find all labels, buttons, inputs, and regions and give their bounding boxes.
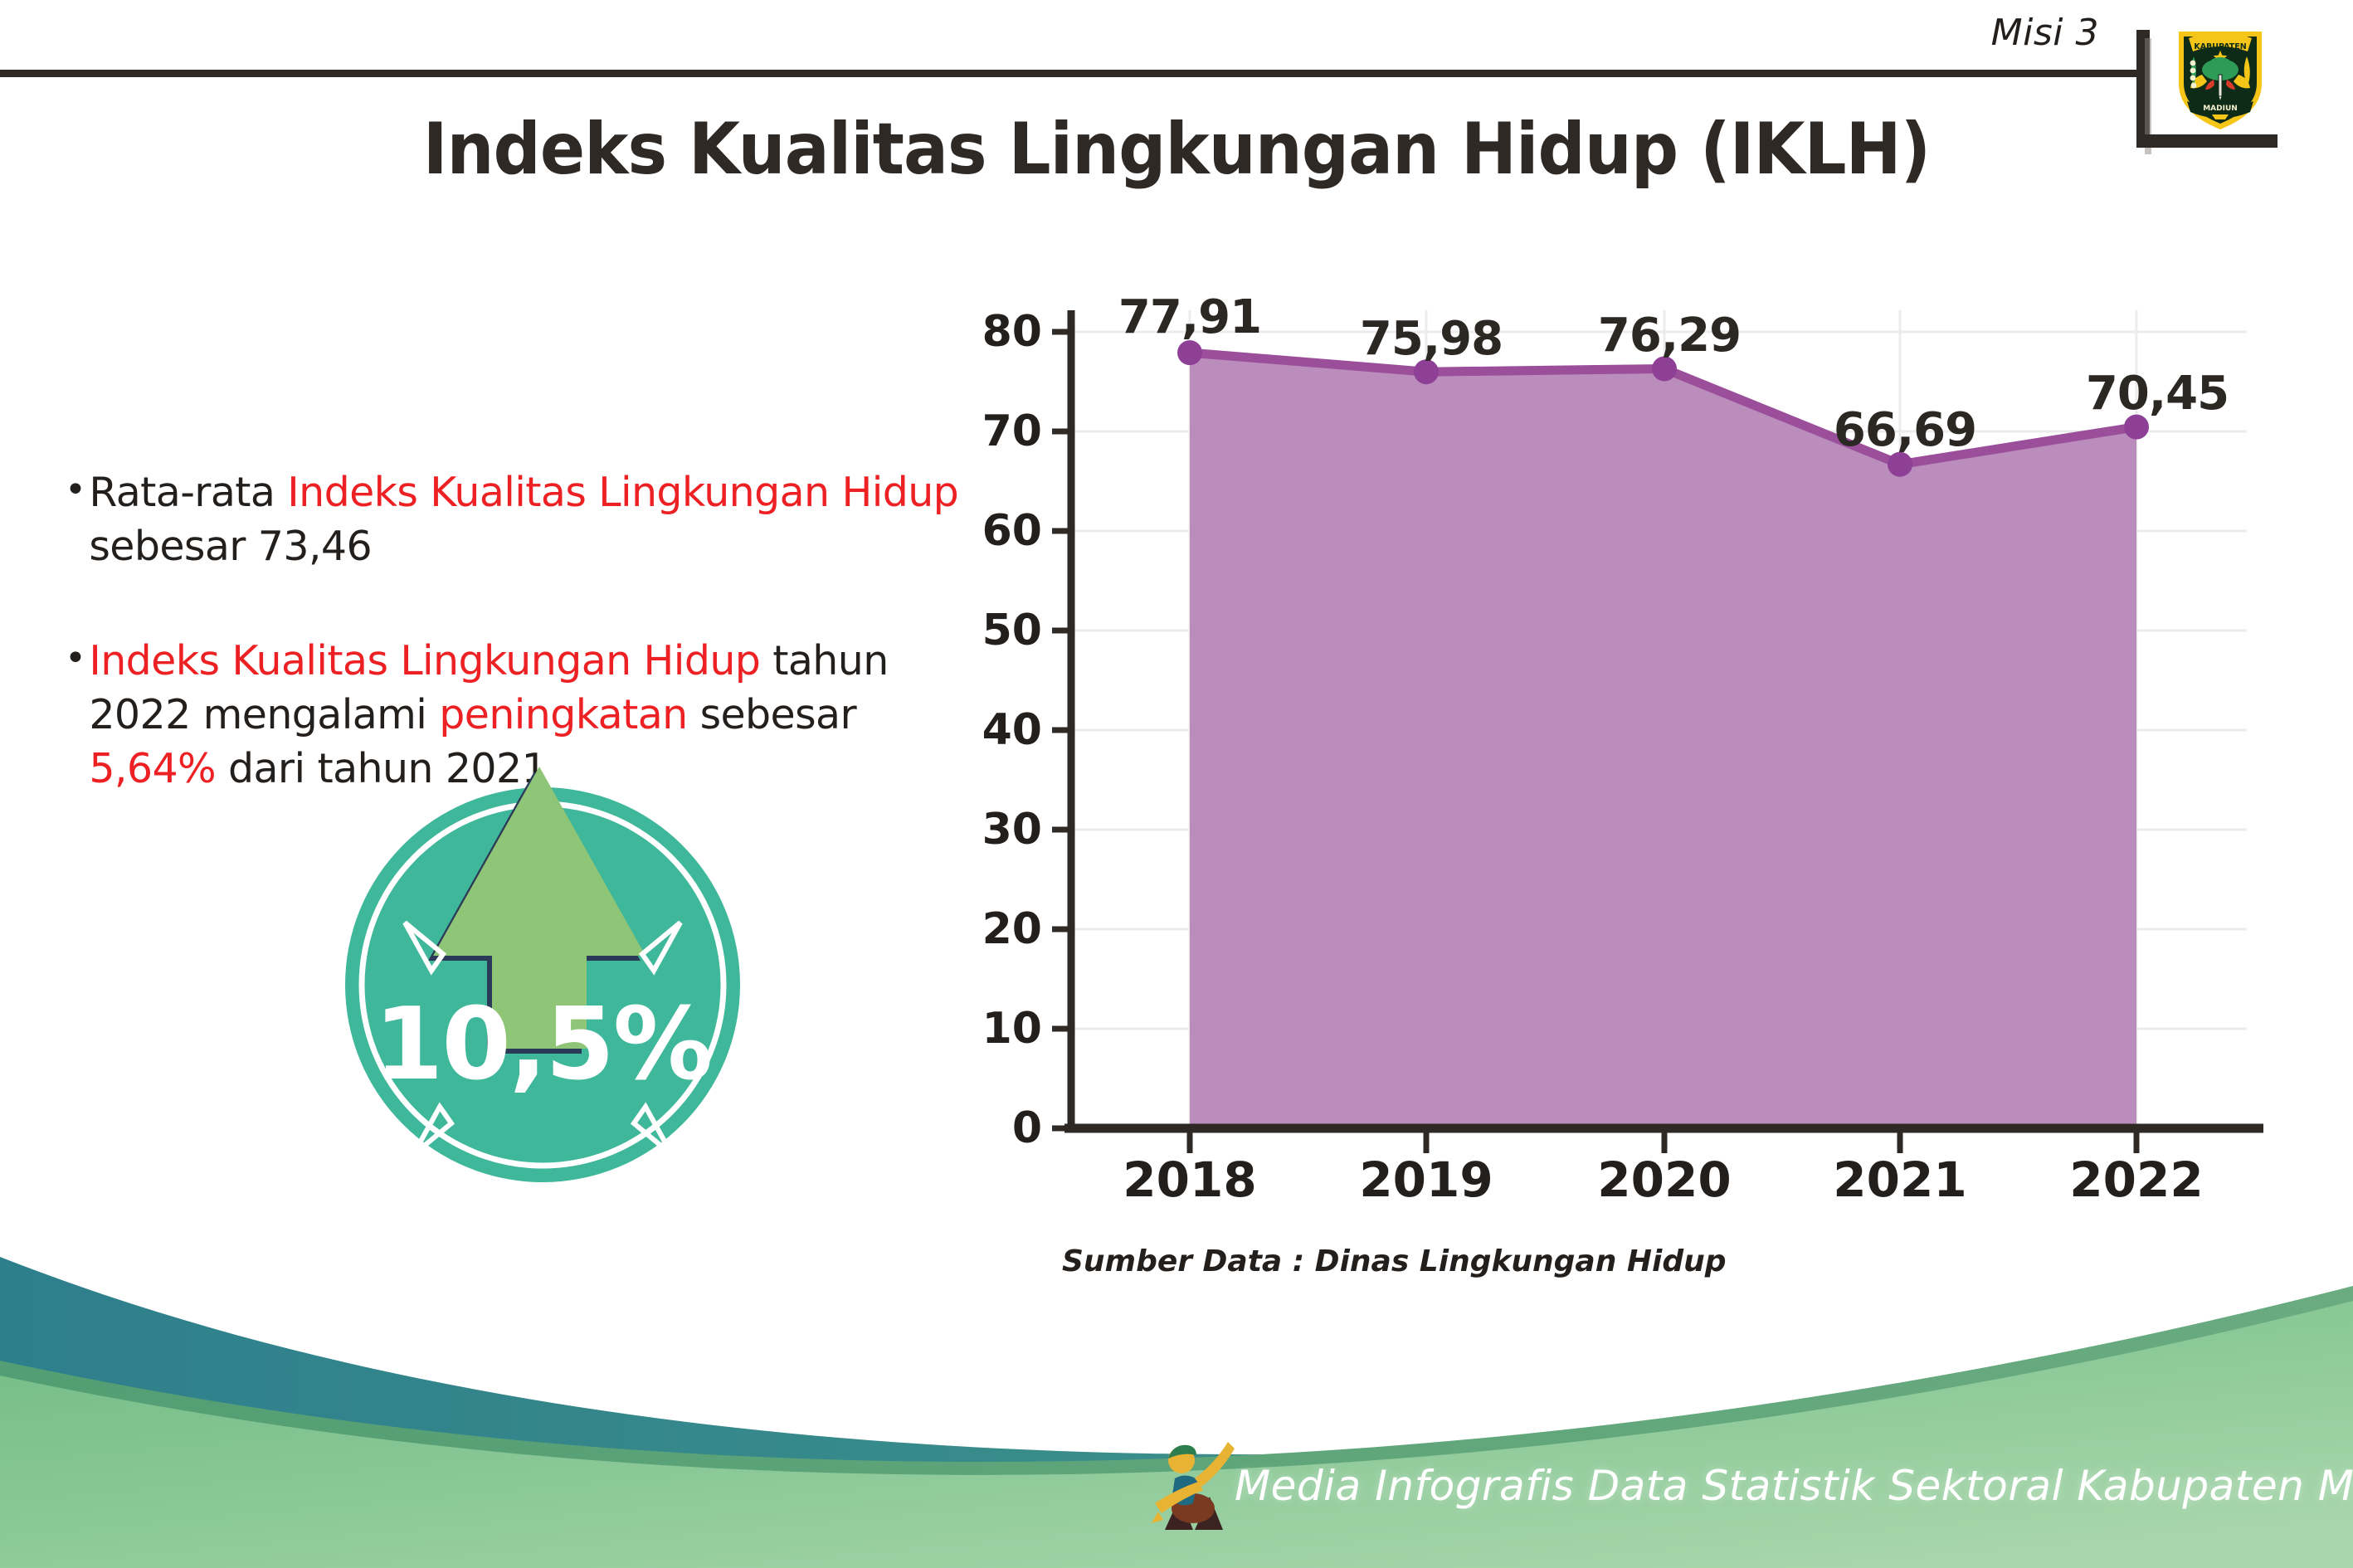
y-axis-ticks bbox=[1052, 329, 1071, 1132]
data-point-2018 bbox=[1177, 340, 1202, 366]
y-tick-label-70: 70 bbox=[982, 407, 1042, 456]
x-tick-label-2021: 2021 bbox=[1833, 1152, 1967, 1208]
bullet-marker: • bbox=[65, 637, 86, 680]
emblem-bottom-text: MADIUN bbox=[2203, 105, 2238, 113]
data-point-markers bbox=[1177, 340, 2149, 477]
y-tick-label-40: 40 bbox=[982, 705, 1042, 755]
y-tick-label-80: 80 bbox=[982, 307, 1042, 357]
data-label-2022: 70,45 bbox=[2085, 367, 2229, 421]
bullet-text-1: Rata-rata Indeks Kualitas Lingkungan Hid… bbox=[89, 466, 986, 573]
data-label-2020: 76,29 bbox=[1597, 309, 1742, 363]
header-corner-bracket-horizontal bbox=[2136, 134, 2277, 148]
data-point-2019 bbox=[1414, 359, 1439, 385]
x-axis-ticks bbox=[1186, 1128, 2140, 1153]
data-label-2019: 75,98 bbox=[1359, 312, 1503, 366]
list-item: • Rata-rata Indeks Kualitas Lingkungan H… bbox=[65, 466, 986, 573]
y-tick-label-30: 30 bbox=[982, 805, 1042, 855]
emblem-top-text: KABUPATEN bbox=[2194, 42, 2246, 51]
data-label-2018: 77,91 bbox=[1118, 290, 1262, 344]
chart-source-note: Sumber Data : Dinas Lingkungan Hidup bbox=[1062, 1244, 1727, 1278]
bullet-2-seg-5: 5,64% bbox=[89, 744, 217, 792]
area-fill bbox=[1190, 353, 2136, 1129]
bullet-marker: • bbox=[65, 469, 86, 511]
increase-badge-graphic bbox=[345, 767, 740, 1182]
reog-dancer-logo-icon bbox=[1152, 1442, 1235, 1530]
x-tick-label-2020: 2020 bbox=[1597, 1152, 1732, 1208]
bullet-2-seg-3: peningkatan bbox=[439, 691, 688, 739]
accent-triangle-bottom-left-icon bbox=[411, 1102, 455, 1157]
data-point-2020 bbox=[1652, 356, 1677, 382]
bullet-1-seg-1: Rata-rata bbox=[89, 469, 288, 516]
header-corner-bracket-shadow bbox=[2145, 38, 2151, 154]
bullet-2-seg-1: Indeks Kualitas Lingkungan Hidup bbox=[89, 637, 761, 685]
list-item: • Indeks Kualitas Lingkungan Hidup tahun… bbox=[65, 635, 986, 796]
kabupaten-madiun-emblem-icon: KABUPATEN MADIUN bbox=[2179, 32, 2262, 129]
y-tick-label-20: 20 bbox=[982, 904, 1042, 954]
accent-triangle-top-right-icon bbox=[638, 920, 683, 976]
increase-badge: 10,5% bbox=[335, 757, 750, 1188]
y-tick-label-0: 0 bbox=[1011, 1103, 1042, 1153]
data-point-2021 bbox=[1888, 451, 1912, 477]
x-tick-label-2022: 2022 bbox=[2069, 1152, 2204, 1208]
y-tick-label-10: 10 bbox=[982, 1004, 1042, 1054]
accent-triangle-top-left-icon bbox=[402, 920, 447, 976]
bullet-text-2: Indeks Kualitas Lingkungan Hidup tahun 2… bbox=[89, 635, 986, 796]
misi-label: Misi 3 bbox=[1990, 12, 2099, 54]
bullet-1-seg-2: Indeks Kualitas Lingkungan Hidup bbox=[287, 469, 959, 516]
header-divider-line bbox=[0, 70, 2136, 77]
bullet-2-seg-6: dari tahun 2021 bbox=[216, 744, 548, 792]
bullet-2-seg-4: sebesar bbox=[687, 691, 857, 739]
bullet-2-seg-2: tahun 2022 mengalami bbox=[89, 637, 889, 739]
arrow-up-icon bbox=[433, 767, 645, 1049]
page-title: Indeks Kualitas Lingkungan Hidup (IKLH) bbox=[422, 108, 1931, 191]
footer-caption: Media Infografis Data Statistik Sektoral… bbox=[1235, 1462, 2353, 1510]
x-tick-label-2018: 2018 bbox=[1123, 1152, 1257, 1208]
y-tick-label-60: 60 bbox=[982, 506, 1042, 556]
data-point-2022 bbox=[2124, 414, 2149, 440]
x-tick-label-2019: 2019 bbox=[1359, 1152, 1493, 1208]
bullet-1-seg-3: sebesar 73,46 bbox=[89, 522, 373, 570]
chart-plot-area bbox=[1052, 310, 2263, 1153]
bullet-list: • Rata-rata Indeks Kualitas Lingkungan H… bbox=[65, 466, 986, 796]
y-tick-label-50: 50 bbox=[982, 606, 1042, 655]
accent-triangle-bottom-right-icon bbox=[630, 1102, 675, 1157]
data-label-2021: 66,69 bbox=[1833, 403, 1977, 457]
iklh-area-chart: 0 10 20 30 40 50 60 70 80 bbox=[969, 290, 2263, 1208]
